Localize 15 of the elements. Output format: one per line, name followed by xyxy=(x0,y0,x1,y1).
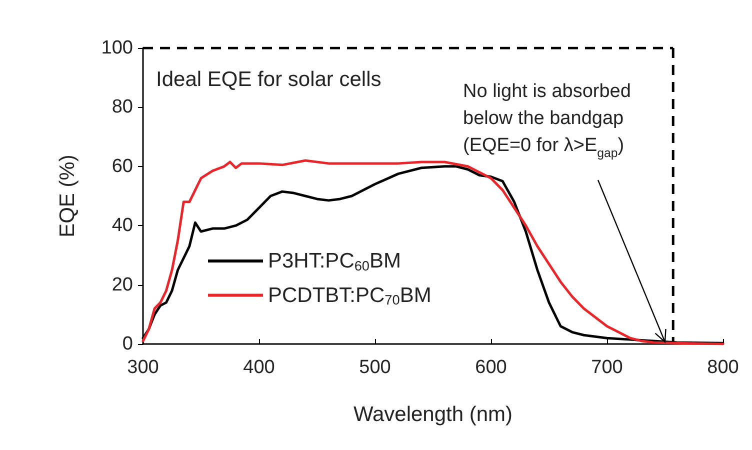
y-tick-label: 80 xyxy=(112,96,133,118)
y-tick-label: 100 xyxy=(101,38,133,58)
x-tick-label: 600 xyxy=(475,357,507,378)
x-tick-label: 500 xyxy=(359,357,391,378)
y-tick-label: 0 xyxy=(122,334,133,354)
y-tick-label: 20 xyxy=(112,274,133,296)
annotation: Ideal EQE for solar cells xyxy=(156,68,382,91)
y-tick-label: 40 xyxy=(112,215,133,236)
x-tick-label: 400 xyxy=(243,357,275,378)
y-tick-label: 60 xyxy=(112,156,133,177)
y-axis-title: EQE (%) xyxy=(56,154,79,238)
x-tick-label: 300 xyxy=(127,357,159,378)
x-axis-title: Wavelength (nm) xyxy=(353,403,513,426)
x-tick-label: 800 xyxy=(707,357,739,378)
x-tick-label: 700 xyxy=(591,357,623,378)
